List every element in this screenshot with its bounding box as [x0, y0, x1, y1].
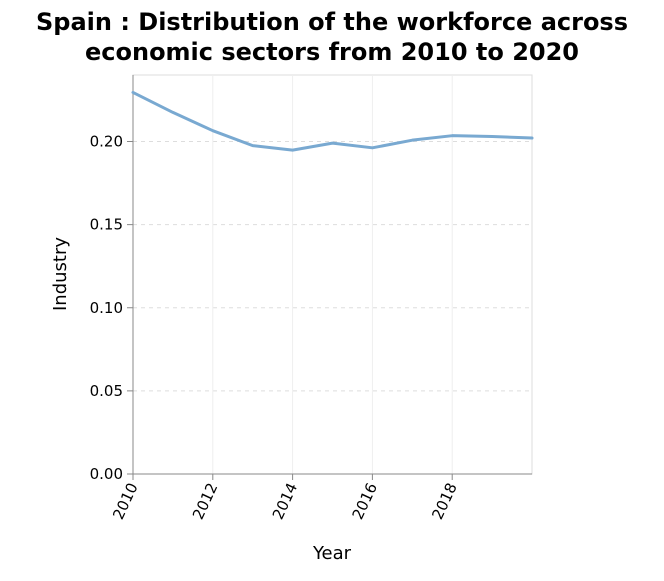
x-tick-label: 2016 [349, 480, 381, 522]
x-tick-label: 2012 [189, 480, 221, 522]
y-tick-label: 0.15 [90, 216, 123, 234]
chart-title-line-2: economic sectors from 2010 to 2020 [85, 38, 579, 66]
x-tick-label: 2010 [109, 480, 141, 522]
y-axis-title: Industry [50, 237, 71, 311]
x-tick-label: 2014 [269, 480, 301, 522]
x-tick-label: 2018 [428, 480, 460, 522]
axes: 0.00 0.05 0.10 0.15 0.20 2010 2012 2014 2016 2018 [90, 75, 532, 522]
y-tick-label: 0.00 [90, 465, 123, 483]
x-axis-title: Year [312, 543, 352, 564]
y-tick-label: 0.05 [90, 382, 123, 400]
chart-title-line-1: Spain : Distribution of the workforce ac… [36, 8, 628, 36]
y-tick-label: 0.20 [90, 133, 123, 151]
y-tick-label: 0.10 [90, 299, 123, 317]
